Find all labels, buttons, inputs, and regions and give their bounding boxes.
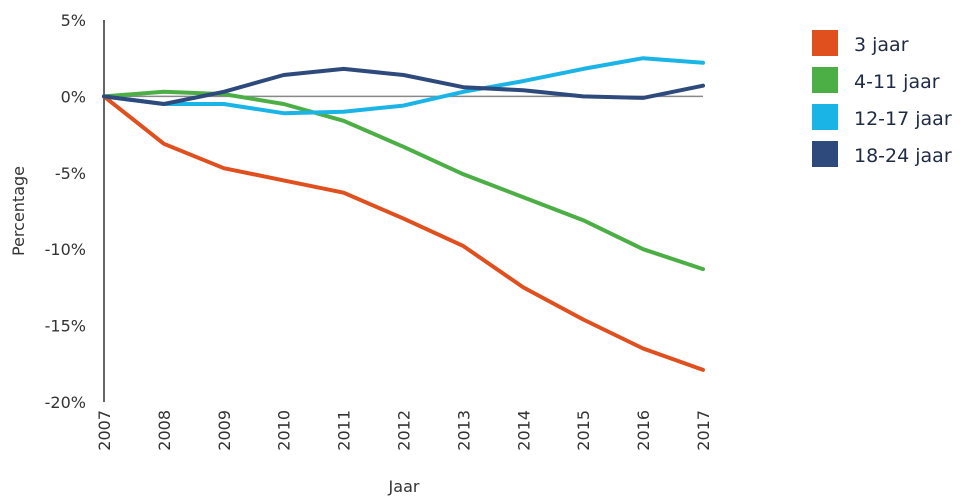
series-lines bbox=[102, 56, 705, 372]
x-tick-label: 2007 bbox=[95, 410, 114, 451]
x-tick-label: 2014 bbox=[514, 410, 533, 451]
x-tick-label: 2017 bbox=[694, 410, 713, 451]
y-tick-label: -10% bbox=[45, 240, 86, 259]
legend-swatch bbox=[812, 30, 838, 56]
legend-label: 18-24 jaar bbox=[854, 145, 952, 167]
legend-label: 3 jaar bbox=[854, 34, 909, 56]
legend: 3 jaar 4-11 jaar 12-17 jaar 18-24 jaar bbox=[812, 30, 952, 167]
x-tick-label: 2015 bbox=[574, 410, 593, 451]
x-tick-label: 2009 bbox=[215, 410, 234, 451]
y-tick-label: -5% bbox=[55, 164, 86, 183]
series-line bbox=[102, 56, 705, 116]
x-axis-title: Jaar bbox=[388, 477, 420, 496]
x-tick-label: 2010 bbox=[275, 410, 294, 451]
y-tick-label: 5% bbox=[61, 11, 86, 30]
x-tick-label: 2008 bbox=[155, 410, 174, 451]
series-line bbox=[102, 89, 705, 272]
legend-swatch bbox=[812, 67, 838, 93]
x-tick-label: 2011 bbox=[335, 410, 354, 451]
y-axis-ticks: 5% 0% -5% -10% -15% -20% bbox=[45, 11, 86, 412]
legend-label: 12-17 jaar bbox=[854, 108, 952, 130]
legend-swatch bbox=[812, 141, 838, 167]
y-axis-title: Percentage bbox=[9, 166, 28, 256]
x-axis-ticks: 2007 2008 2009 2010 2011 2012 2013 2014 2015 2016… bbox=[95, 410, 713, 451]
legend-label: 4-11 jaar bbox=[854, 71, 940, 93]
y-tick-label: -20% bbox=[45, 393, 86, 412]
legend-swatch bbox=[812, 104, 838, 130]
y-tick-label: 0% bbox=[61, 87, 86, 106]
series-line bbox=[102, 66, 705, 106]
x-tick-label: 2016 bbox=[634, 410, 653, 451]
y-tick-label: -15% bbox=[45, 317, 86, 336]
series-line bbox=[102, 94, 705, 372]
x-tick-label: 2012 bbox=[395, 410, 414, 451]
x-tick-label: 2013 bbox=[454, 410, 473, 451]
